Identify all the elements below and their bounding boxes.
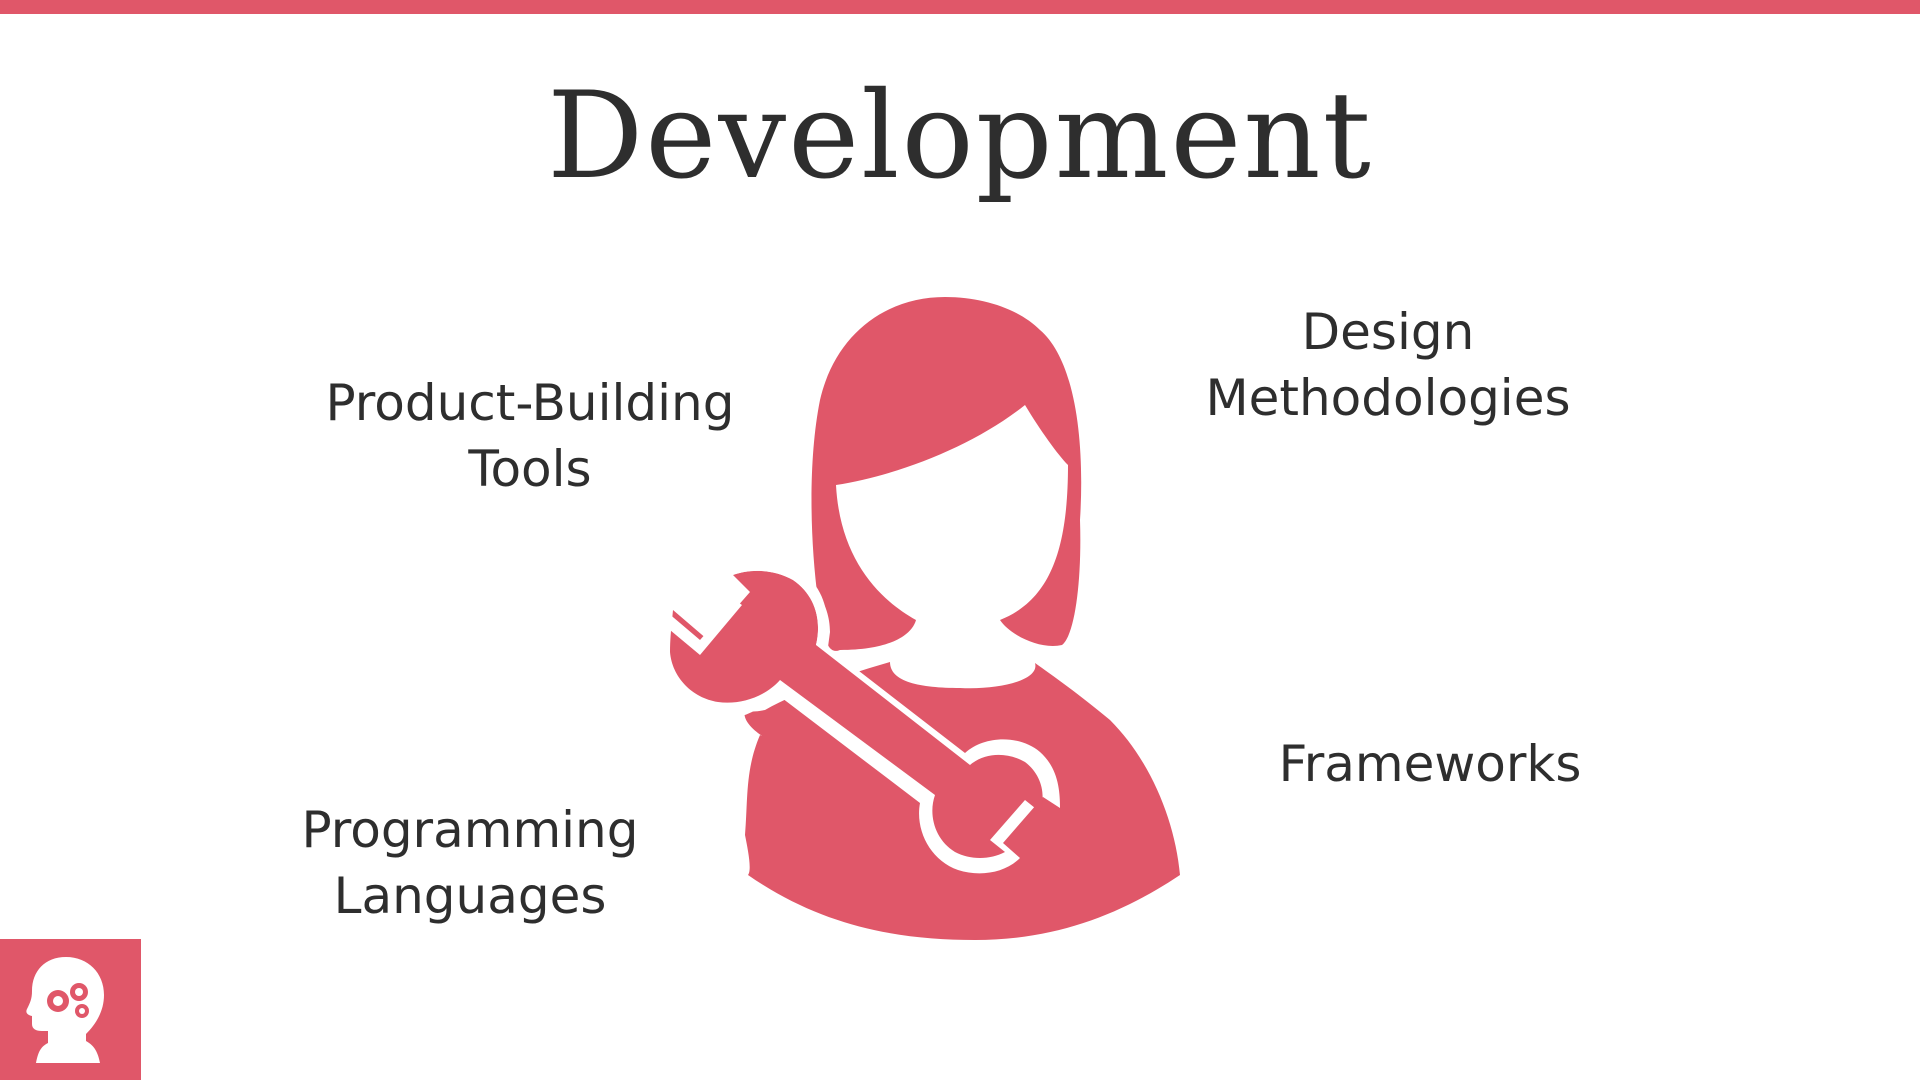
label-programming-languages: Programming Languages (290, 797, 650, 929)
label-line: Product-Building (325, 374, 735, 432)
label-frameworks: Frameworks (1250, 731, 1610, 797)
label-line: Programming (301, 801, 639, 859)
label-line: Tools (468, 440, 592, 498)
head-with-gears-icon (26, 957, 104, 1063)
label-line: Methodologies (1205, 369, 1571, 427)
label-line: Languages (333, 867, 607, 925)
label-product-building-tools: Product-Building Tools (320, 370, 740, 502)
label-line: Frameworks (1278, 735, 1582, 793)
label-line: Design (1301, 303, 1475, 361)
slide-title: Development (547, 67, 1373, 206)
label-design-methodologies: Design Methodologies (1188, 299, 1588, 431)
top-accent-bar (0, 0, 1920, 14)
developer-woman-with-wrench-icon (640, 290, 1200, 950)
head-with-gears-logo (0, 939, 141, 1080)
